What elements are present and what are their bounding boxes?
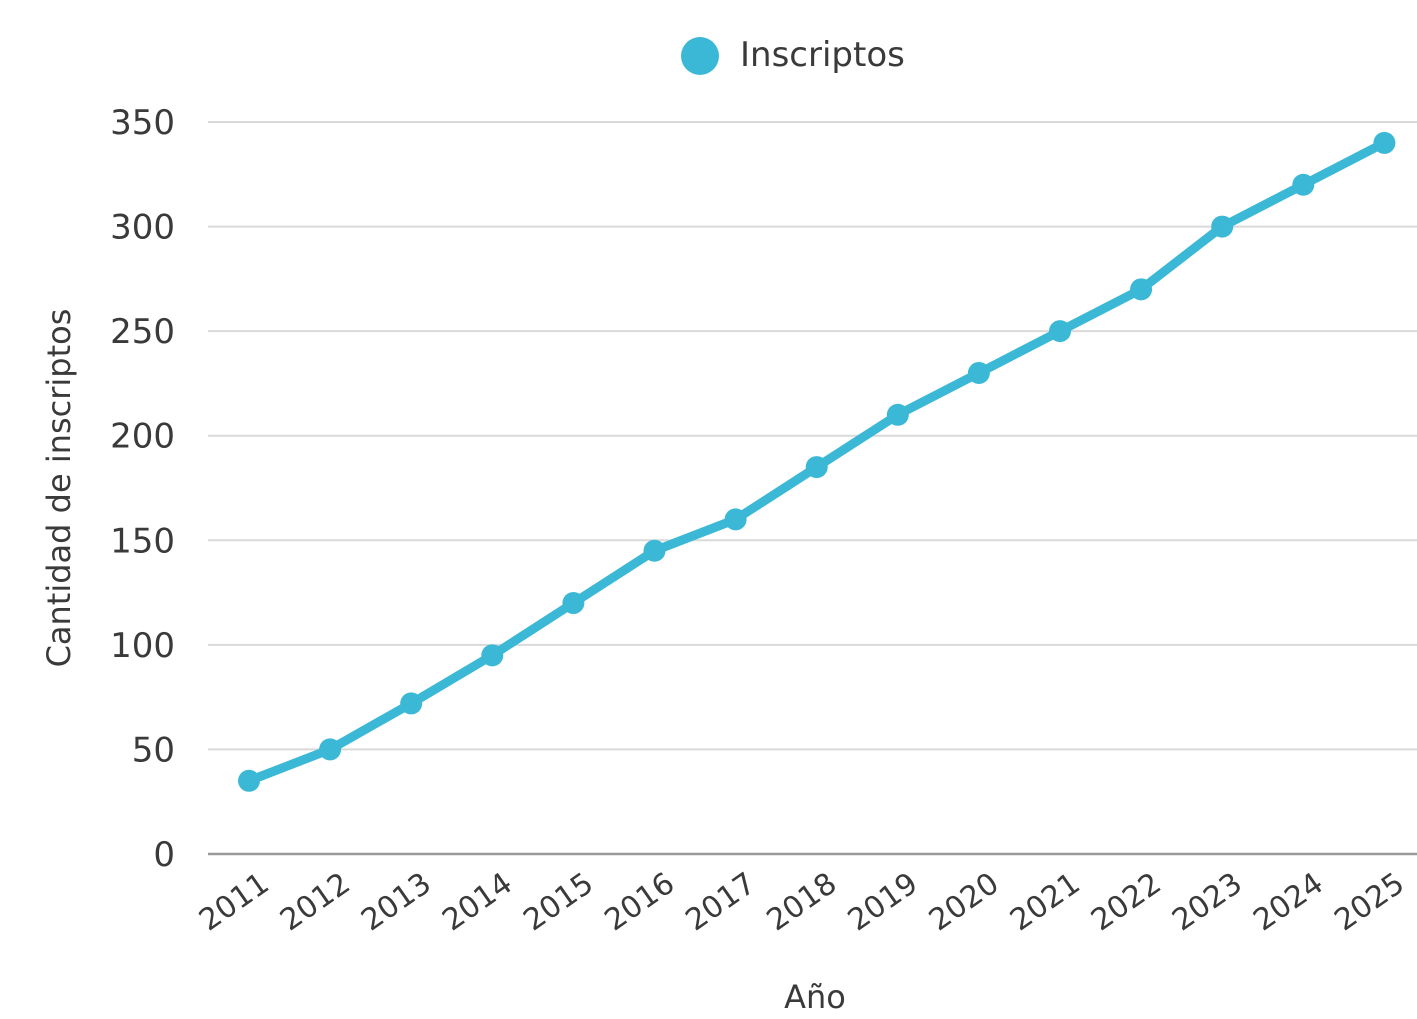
- x-tick-label: 2020: [923, 866, 1006, 938]
- x-tick-label: 2012: [274, 866, 357, 938]
- data-point[interactable]: [1130, 278, 1153, 301]
- data-point[interactable]: [1292, 173, 1315, 196]
- data-point[interactable]: [1373, 131, 1396, 154]
- x-tick-label: 2015: [517, 866, 600, 938]
- data-point[interactable]: [886, 403, 909, 426]
- gridlines: [208, 121, 1417, 856]
- y-tick-label: 300: [110, 208, 175, 248]
- data-point[interactable]: [967, 361, 990, 384]
- data-point[interactable]: [238, 769, 260, 792]
- x-tick-label: 2014: [436, 866, 519, 938]
- y-tick-label: 250: [110, 312, 175, 352]
- x-tick-label: 2016: [598, 866, 681, 938]
- data-point[interactable]: [400, 692, 423, 715]
- y-tick-label: 150: [110, 521, 175, 561]
- x-axis-tick-labels: 2011201220132014201520162017201820192020…: [193, 866, 1411, 938]
- data-point[interactable]: [643, 539, 666, 562]
- series-layer: [238, 131, 1396, 792]
- legend[interactable]: Inscriptos: [681, 35, 905, 75]
- y-axis-title: Cantidad de inscriptos: [40, 309, 78, 668]
- data-point[interactable]: [1211, 215, 1234, 238]
- data-point[interactable]: [1049, 320, 1071, 343]
- data-point[interactable]: [319, 738, 342, 761]
- y-tick-label: 200: [110, 417, 175, 457]
- y-tick-label: 0: [153, 835, 175, 875]
- x-tick-label: 2018: [761, 866, 844, 938]
- x-tick-label: 2023: [1166, 866, 1249, 938]
- x-tick-label: 2022: [1085, 866, 1168, 938]
- x-tick-label: 2021: [1004, 866, 1087, 938]
- data-point[interactable]: [562, 592, 585, 615]
- x-tick-label: 2013: [355, 866, 438, 938]
- x-tick-label: 2017: [680, 866, 763, 938]
- y-tick-label: 50: [132, 730, 175, 770]
- x-tick-label: 2025: [1328, 866, 1411, 938]
- x-tick-label: 2024: [1247, 866, 1330, 938]
- data-point[interactable]: [724, 508, 747, 531]
- y-tick-label: 350: [110, 103, 175, 143]
- x-axis-title: Año: [784, 978, 846, 1016]
- legend-marker-inscriptos: [681, 37, 719, 75]
- x-tick-label: 2019: [842, 866, 925, 938]
- legend-label-inscriptos: Inscriptos: [740, 35, 905, 75]
- data-point[interactable]: [805, 456, 828, 479]
- y-axis-tick-labels: 0 50 100 150 200 250 300 350: [110, 103, 175, 875]
- x-tick-label: 2011: [193, 866, 276, 938]
- y-tick-label: 100: [110, 626, 175, 666]
- data-point[interactable]: [481, 644, 504, 667]
